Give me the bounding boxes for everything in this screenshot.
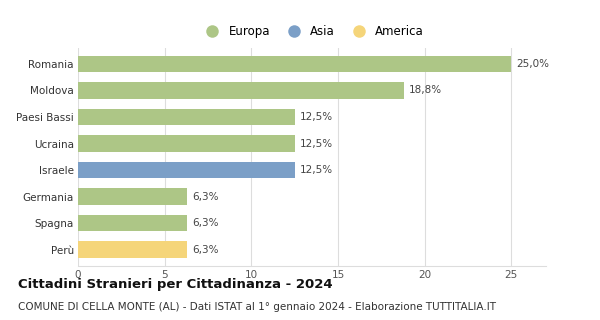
- Bar: [78, 162, 295, 178]
- Text: 18,8%: 18,8%: [409, 85, 442, 95]
- Bar: [78, 109, 295, 125]
- Bar: [78, 82, 404, 99]
- Bar: [78, 56, 511, 72]
- Legend: Europa, Asia, America: Europa, Asia, America: [200, 25, 424, 38]
- Text: 25,0%: 25,0%: [517, 59, 550, 69]
- Text: 12,5%: 12,5%: [300, 139, 333, 148]
- Text: Cittadini Stranieri per Cittadinanza - 2024: Cittadini Stranieri per Cittadinanza - 2…: [18, 278, 332, 292]
- Text: 6,3%: 6,3%: [193, 192, 219, 202]
- Bar: [78, 135, 295, 152]
- Text: 6,3%: 6,3%: [193, 245, 219, 255]
- Bar: [78, 242, 187, 258]
- Text: COMUNE DI CELLA MONTE (AL) - Dati ISTAT al 1° gennaio 2024 - Elaborazione TUTTIT: COMUNE DI CELLA MONTE (AL) - Dati ISTAT …: [18, 302, 496, 312]
- Text: 6,3%: 6,3%: [193, 218, 219, 228]
- Bar: [78, 188, 187, 205]
- Text: 12,5%: 12,5%: [300, 112, 333, 122]
- Bar: [78, 215, 187, 231]
- Text: 12,5%: 12,5%: [300, 165, 333, 175]
